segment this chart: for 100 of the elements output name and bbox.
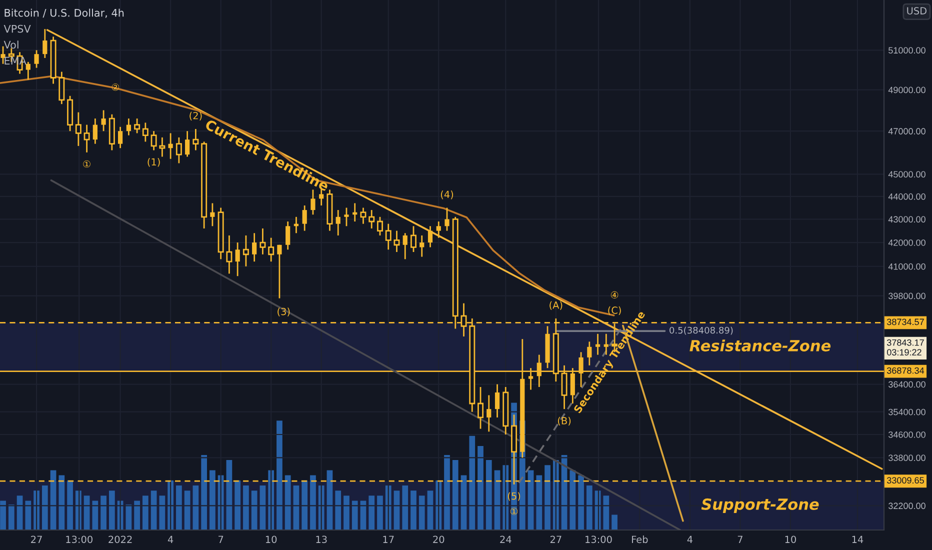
bar bbox=[570, 470, 576, 530]
x-tick-label: 14 bbox=[852, 536, 864, 543]
candlestick bbox=[402, 232, 408, 260]
bar bbox=[293, 485, 300, 530]
y-tick-label: 43000.00 bbox=[888, 216, 926, 223]
y-tick-label: 41000.00 bbox=[888, 263, 926, 270]
bar bbox=[276, 420, 282, 530]
ref-line-label: 33009.65 bbox=[886, 477, 924, 484]
bar bbox=[92, 500, 98, 530]
annotation: 0.5(38408.89) bbox=[670, 326, 733, 335]
candlestick bbox=[26, 61, 30, 80]
y-tick-label: 51000.00 bbox=[888, 47, 926, 54]
candlestick bbox=[58, 71, 65, 105]
candlestick bbox=[185, 130, 190, 158]
bar bbox=[108, 490, 115, 530]
candlestick bbox=[436, 220, 441, 238]
bar bbox=[176, 485, 182, 530]
bar bbox=[50, 470, 56, 530]
x-tick-label: 10 bbox=[266, 536, 277, 544]
annotation: (A) bbox=[550, 301, 562, 310]
candlestick bbox=[268, 237, 274, 262]
candlestick bbox=[235, 242, 240, 277]
candlestick bbox=[360, 207, 366, 225]
x-tick-label: 13:00 bbox=[586, 536, 612, 544]
x-tick-label: 4 bbox=[168, 536, 174, 543]
candlestick bbox=[34, 49, 39, 69]
bar bbox=[201, 454, 208, 530]
bar bbox=[25, 500, 32, 530]
bar bbox=[452, 460, 458, 530]
bar bbox=[326, 470, 333, 530]
y-tick-label: 47000.00 bbox=[888, 128, 926, 134]
candlestick bbox=[410, 225, 416, 253]
candlestick bbox=[428, 225, 433, 248]
x-tick-label: 13:00 bbox=[66, 536, 92, 544]
candlestick bbox=[142, 122, 148, 142]
annotation: Vol bbox=[4, 40, 18, 49]
candlestick bbox=[277, 244, 282, 299]
candlestick bbox=[368, 209, 375, 230]
bar bbox=[67, 480, 73, 530]
annotation: (5) bbox=[508, 492, 520, 501]
candlestick bbox=[286, 220, 290, 250]
bar bbox=[612, 514, 618, 530]
bar bbox=[469, 436, 476, 530]
band-label: Support-Zone bbox=[701, 498, 819, 513]
y-tick-label: 42000.00 bbox=[888, 239, 926, 246]
x-tick-label: 17 bbox=[383, 536, 394, 543]
bar bbox=[251, 490, 258, 530]
candlestick bbox=[376, 216, 383, 236]
candlestick bbox=[310, 189, 316, 216]
candlestick bbox=[252, 232, 257, 262]
annotation: VPSV bbox=[4, 24, 31, 33]
candlestick bbox=[168, 132, 173, 160]
x-tick-label: 13 bbox=[316, 536, 327, 544]
x-tick-label: 7 bbox=[738, 536, 742, 543]
candlestick bbox=[394, 230, 400, 253]
candlestick bbox=[134, 118, 140, 134]
bar bbox=[142, 496, 148, 530]
annotation: (B) bbox=[558, 416, 571, 426]
bar bbox=[100, 496, 106, 530]
y-tick-label: 39800.00 bbox=[888, 292, 926, 300]
bar bbox=[418, 496, 425, 530]
candlestick bbox=[604, 333, 608, 356]
candlestick bbox=[126, 118, 131, 136]
bar bbox=[260, 485, 266, 530]
text: 37843.17 03:19:22 bbox=[886, 339, 924, 356]
ref-line-label: 38734.57 bbox=[886, 318, 924, 326]
y-axis-title: USD bbox=[907, 7, 927, 14]
candlestick bbox=[159, 136, 166, 158]
y-tick-label: 36400.00 bbox=[888, 381, 926, 388]
bar bbox=[377, 496, 383, 530]
y-tick-label: 33800.00 bbox=[888, 454, 926, 462]
candlestick bbox=[260, 228, 266, 256]
bar bbox=[402, 485, 408, 530]
candlestick bbox=[92, 118, 98, 145]
candlestick bbox=[101, 110, 106, 132]
candlestick bbox=[75, 112, 82, 147]
annotation: (3) bbox=[278, 308, 290, 316]
bar bbox=[603, 496, 610, 530]
bar bbox=[335, 490, 342, 530]
annotation: ① bbox=[83, 160, 90, 168]
bar bbox=[284, 475, 291, 530]
candlestick bbox=[302, 204, 307, 232]
bar bbox=[8, 504, 14, 530]
candlestick bbox=[486, 394, 492, 432]
x-tick-label: Feb bbox=[632, 536, 648, 544]
candlestick bbox=[344, 207, 349, 227]
annotation: Bitcoin / U.S. Dollar, 4h bbox=[4, 8, 124, 18]
bar bbox=[544, 465, 550, 530]
candlestick bbox=[385, 223, 392, 250]
candlestick bbox=[150, 130, 157, 151]
candlestick bbox=[192, 128, 199, 151]
y-tick-label: 49000.00 bbox=[888, 86, 926, 94]
annotation: ④ bbox=[610, 291, 618, 299]
bar bbox=[234, 480, 241, 530]
candlestick bbox=[595, 333, 600, 356]
x-tick-label: 10 bbox=[785, 536, 796, 544]
annotation: ① bbox=[510, 508, 518, 515]
x-tick-label: 2022 bbox=[108, 536, 132, 544]
y-tick-label: 35400.00 bbox=[888, 408, 926, 416]
bar bbox=[478, 446, 484, 530]
